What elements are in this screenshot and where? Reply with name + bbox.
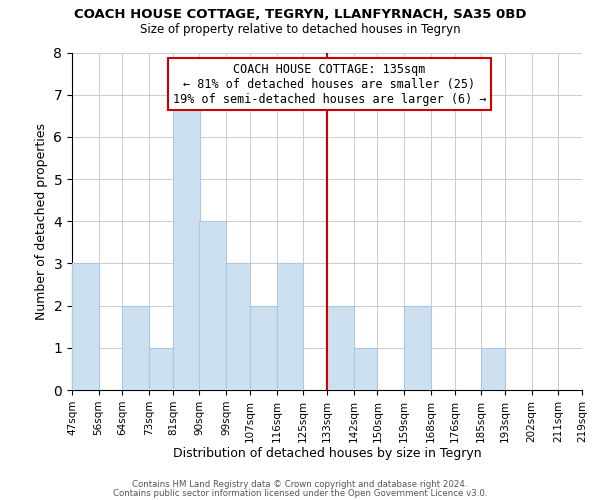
Bar xyxy=(173,94,199,390)
Bar xyxy=(199,221,226,390)
X-axis label: Distribution of detached houses by size in Tegryn: Distribution of detached houses by size … xyxy=(173,448,481,460)
Bar xyxy=(404,306,431,390)
Bar xyxy=(481,348,505,390)
Text: Contains public sector information licensed under the Open Government Licence v3: Contains public sector information licen… xyxy=(113,489,487,498)
Text: COACH HOUSE COTTAGE, TEGRYN, LLANFYRNACH, SA35 0BD: COACH HOUSE COTTAGE, TEGRYN, LLANFYRNACH… xyxy=(74,8,526,20)
Bar xyxy=(250,306,277,390)
Bar xyxy=(277,264,303,390)
Bar xyxy=(72,264,98,390)
Bar xyxy=(149,348,173,390)
Bar xyxy=(122,306,149,390)
Text: Contains HM Land Registry data © Crown copyright and database right 2024.: Contains HM Land Registry data © Crown c… xyxy=(132,480,468,489)
Bar xyxy=(353,348,377,390)
Text: COACH HOUSE COTTAGE: 135sqm
← 81% of detached houses are smaller (25)
19% of sem: COACH HOUSE COTTAGE: 135sqm ← 81% of det… xyxy=(173,62,487,106)
Text: Size of property relative to detached houses in Tegryn: Size of property relative to detached ho… xyxy=(140,22,460,36)
Bar xyxy=(327,306,353,390)
Bar xyxy=(226,264,250,390)
Y-axis label: Number of detached properties: Number of detached properties xyxy=(35,122,48,320)
